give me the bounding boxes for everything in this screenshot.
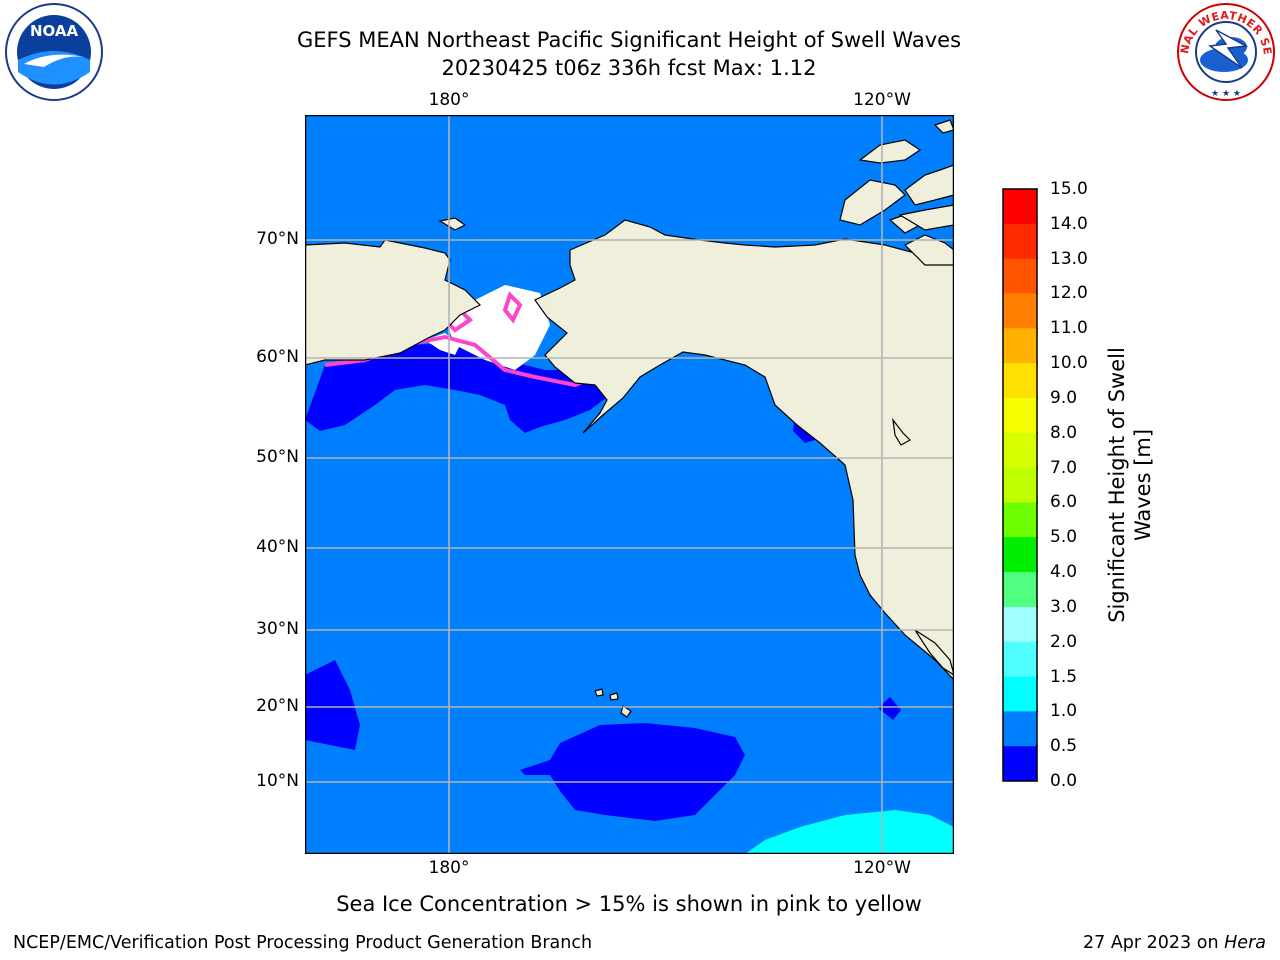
credit-host: Hera (1224, 933, 1266, 953)
colorbar-segment (1003, 467, 1037, 503)
chart-title: GEFS MEAN Northeast Pacific Significant … (296, 28, 962, 52)
lat-tick: 70°N (256, 229, 299, 249)
credit-date-text: 27 Apr 2023 on (1082, 933, 1219, 953)
colorbar-segment (1003, 572, 1037, 608)
noaa-logo-text: NOAA (30, 22, 79, 40)
colorbar-segment (1003, 676, 1037, 712)
colorbar-segment (1003, 746, 1037, 782)
hawaiian-islands (594, 688, 632, 718)
svg-text:★ ★ ★: ★ ★ ★ (1211, 89, 1241, 99)
nws-logo-icon: NATIONAL WEATHER SERVICE ★ ★ ★ (1176, 2, 1275, 101)
colorbar-segment (1003, 223, 1037, 260)
colorbar-tick-label: 1.5 (1050, 666, 1078, 687)
colorbar-segment (1003, 502, 1037, 538)
colorbar-segment (1003, 189, 1037, 225)
colorbar-segment (1003, 537, 1037, 573)
colorbar-tick-label: 15.0 (1050, 179, 1088, 199)
noaa-logo-icon: NOAA (5, 3, 103, 101)
colorbar-tick-label: 1.0 (1050, 701, 1078, 722)
colorbar-tick-label: 8.0 (1050, 422, 1078, 443)
lon-tick-top: 120°W (853, 90, 911, 110)
colorbar-tick-label: 5.0 (1050, 527, 1078, 548)
colorbar-segment (1003, 293, 1037, 329)
chart-subtitle: 20230425 t06z 336h fcst Max: 1.12 (441, 56, 817, 80)
sea-ice-note: Sea Ice Concentration > 15% is shown in … (336, 892, 922, 916)
land-masses (305, 119, 954, 681)
lat-tick: 50°N (256, 447, 299, 467)
colorbar-tick-label: 6.0 (1050, 492, 1078, 513)
credit-date: 27 Apr 2023 on Hera (1083, 933, 1266, 953)
lat-tick: 40°N (256, 537, 299, 557)
colorbar-segment (1003, 711, 1037, 747)
colorbar-tick-label: 0.0 (1050, 771, 1078, 791)
colorbar-tick-label: 14.0 (1050, 213, 1088, 234)
colorbar-segment (1003, 397, 1037, 434)
colorbar-tick-label: 12.0 (1050, 283, 1088, 304)
swell-height-map (305, 115, 954, 854)
colorbar-segment (1003, 606, 1037, 643)
lat-tick: 20°N (256, 696, 299, 716)
lat-tick: 60°N (256, 347, 299, 367)
colorbar-segment (1003, 258, 1037, 294)
colorbar-segment (1003, 363, 1037, 399)
colorbar-tick-label: 3.0 (1050, 596, 1078, 617)
colorbar-segment (1003, 641, 1037, 678)
lat-tick: 10°N (256, 771, 299, 791)
colorbar-frame (1002, 188, 1038, 782)
swell-1-1.5m-area (745, 810, 954, 854)
lat-tick: 30°N (256, 619, 299, 639)
map-frame (305, 115, 954, 854)
colorbar-tick-label: 13.0 (1050, 248, 1088, 269)
credit-branch: NCEP/EMC/Verification Post Processing Pr… (13, 933, 593, 953)
colorbar (1002, 188, 1038, 782)
low-swell-areas (305, 343, 943, 821)
colorbar-tick-label: 7.0 (1050, 457, 1078, 478)
colorbar-tick-label: 2.0 (1050, 631, 1078, 652)
colorbar-title: Significant Height of Swell Waves [m] (1105, 347, 1155, 623)
colorbar-tick-label: 11.0 (1050, 318, 1088, 339)
lon-tick-top: 180° (428, 90, 470, 110)
colorbar-segment (1003, 328, 1037, 364)
colorbar-tick-label: 10.0 (1050, 353, 1088, 374)
colorbar-tick-label: 0.5 (1050, 736, 1078, 757)
colorbar-tick-label: 9.0 (1050, 387, 1078, 408)
lon-tick-bottom: 120°W (853, 858, 911, 878)
graticule (305, 115, 954, 854)
colorbar-tick-label: 4.0 (1050, 562, 1078, 583)
lon-tick-bottom: 180° (428, 858, 470, 878)
colorbar-segment (1003, 432, 1037, 469)
